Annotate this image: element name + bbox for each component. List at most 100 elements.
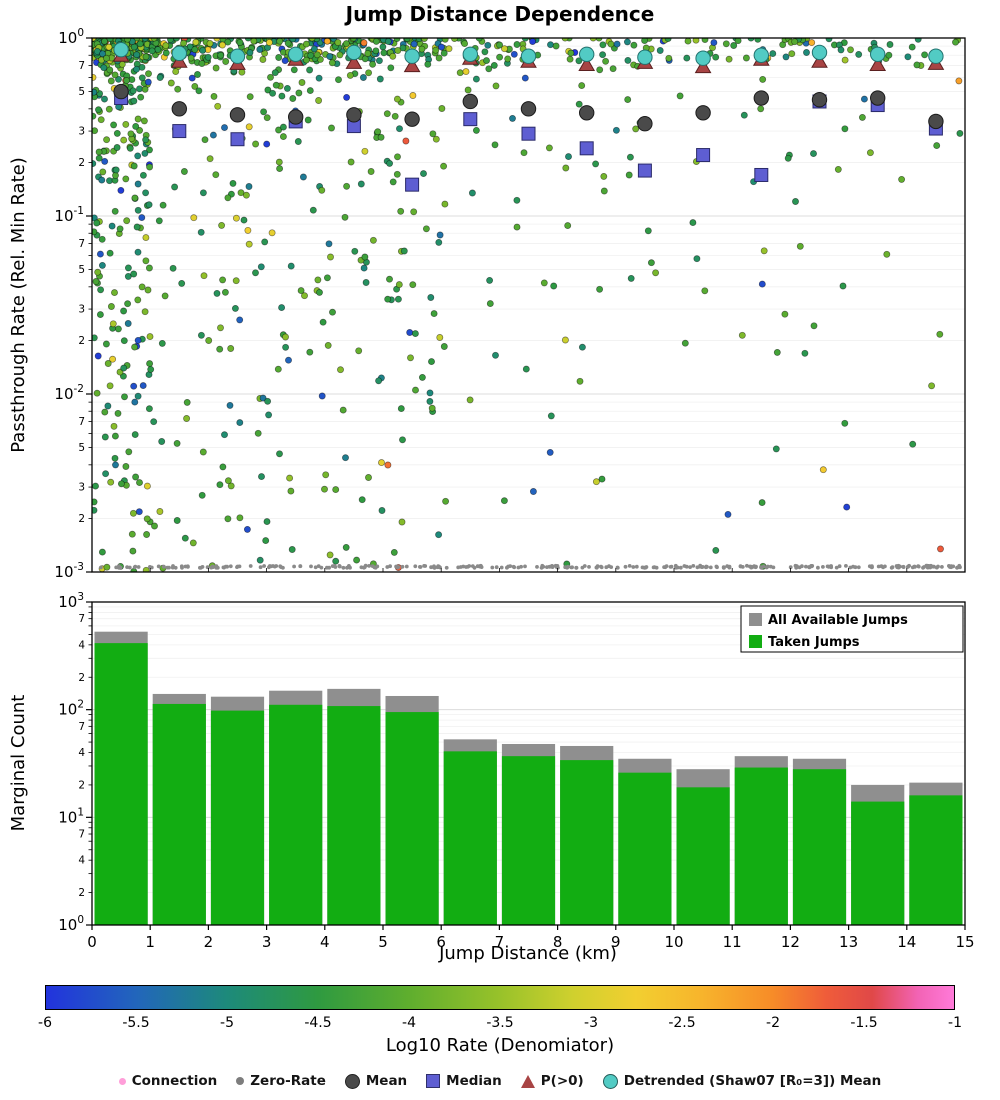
scatter-point <box>105 43 113 51</box>
scatter-point <box>461 40 469 48</box>
scatter-point <box>347 158 355 166</box>
y-minor-tick-label: 5 <box>78 442 85 454</box>
zero-rate-dot <box>916 564 921 569</box>
scatter-point <box>128 530 136 538</box>
colorbar-tick-label: -3 <box>584 1015 598 1031</box>
scatter-point <box>724 510 732 518</box>
colorbar-tick-label: -3.5 <box>486 1015 514 1031</box>
scatter-point <box>522 365 530 373</box>
scatter-point <box>107 77 115 85</box>
zero-rate-dot <box>837 564 842 569</box>
zero-rate-dot <box>205 565 210 570</box>
scatter-point <box>486 300 494 308</box>
scatter-point <box>839 282 847 290</box>
scatter-point <box>599 41 607 49</box>
zero-rate-dot <box>794 565 799 570</box>
scatter-point <box>578 343 586 351</box>
scatter-point <box>143 482 151 490</box>
mean-marker <box>811 92 828 108</box>
scatter-point <box>192 38 200 46</box>
scatter-point <box>782 53 790 61</box>
scatter-point <box>393 95 401 103</box>
x-tick-label: 13 <box>839 933 858 951</box>
zero-rate-dot <box>844 564 848 568</box>
scatter-point <box>561 336 569 344</box>
scatter-point <box>299 173 307 181</box>
detrended-marker <box>579 46 595 62</box>
mean-marker <box>520 101 537 117</box>
mean-marker <box>113 83 129 100</box>
p-gt0-marker <box>694 58 712 74</box>
scatter-point <box>101 38 108 45</box>
detrended-marker <box>870 46 886 62</box>
scatter-point <box>302 56 310 64</box>
scatter-point <box>441 200 449 208</box>
scatter-point <box>108 222 116 230</box>
bar-legend-swatch <box>749 613 762 626</box>
scatter-point <box>143 515 151 523</box>
scatter-point <box>282 343 290 351</box>
scatter-point <box>701 287 709 295</box>
zero-rate-dot <box>574 565 579 570</box>
scatter-point <box>276 165 284 173</box>
x-tick-label: 12 <box>781 933 800 951</box>
scatter-point <box>111 454 119 462</box>
zero-rate-dot <box>271 564 275 568</box>
zero-rate-dot <box>136 565 141 569</box>
zero-rate-dot <box>512 565 517 570</box>
scatter-point <box>513 196 521 204</box>
zero-rate-dot <box>267 564 272 568</box>
scatter-point <box>140 117 148 125</box>
scatter-point <box>142 566 150 572</box>
scatter-point <box>126 144 134 152</box>
zero-rate-dot <box>664 564 669 568</box>
scatter-point <box>136 40 144 48</box>
scatter-point <box>409 281 417 289</box>
scatter-point <box>92 278 100 285</box>
scatter-point <box>346 71 354 79</box>
scatter-point <box>914 38 922 43</box>
scatter-point <box>908 43 916 51</box>
zero-rate-dot <box>125 565 129 569</box>
scatter-point <box>486 276 494 284</box>
scatter-point <box>550 282 558 290</box>
scatter-point <box>600 187 608 195</box>
scatter-point <box>224 515 232 523</box>
scatter-point <box>174 85 182 93</box>
zero-rate-dot <box>161 564 166 569</box>
scatter-point <box>141 149 149 157</box>
scatter-point <box>221 124 228 132</box>
mean-marker <box>695 105 711 121</box>
scatter-point <box>327 253 334 261</box>
scatter-point <box>384 295 392 303</box>
scatter-point <box>339 406 347 414</box>
scatter-point <box>656 47 664 54</box>
scatter-point <box>328 124 335 132</box>
scatter-point <box>145 405 153 413</box>
zero-rate-dot <box>179 564 184 569</box>
y-minor-tick-label: 4 <box>78 855 85 867</box>
scatter-point <box>306 348 314 356</box>
p-gt0-marker <box>811 53 828 68</box>
scatter-point <box>218 221 226 229</box>
scatter-point <box>254 429 262 437</box>
scatter-point <box>843 503 851 511</box>
scatter-point <box>630 41 638 49</box>
scatter-point <box>304 116 312 124</box>
scatter-point <box>564 222 572 230</box>
zero-rate-dot <box>816 565 820 570</box>
scatter-point <box>263 114 271 122</box>
scatter-point <box>567 49 575 57</box>
scatter-point <box>334 39 342 46</box>
scatter-point <box>213 289 221 297</box>
scatter-point <box>158 339 166 347</box>
scatter-point <box>837 46 845 54</box>
scatter-point <box>321 485 328 493</box>
scatter-point <box>866 149 874 157</box>
detrended-marker <box>753 47 769 63</box>
scatter-point <box>257 263 265 271</box>
zero-rate-dot <box>396 565 401 569</box>
scatter-point <box>315 97 323 104</box>
scatter-point <box>278 92 286 100</box>
